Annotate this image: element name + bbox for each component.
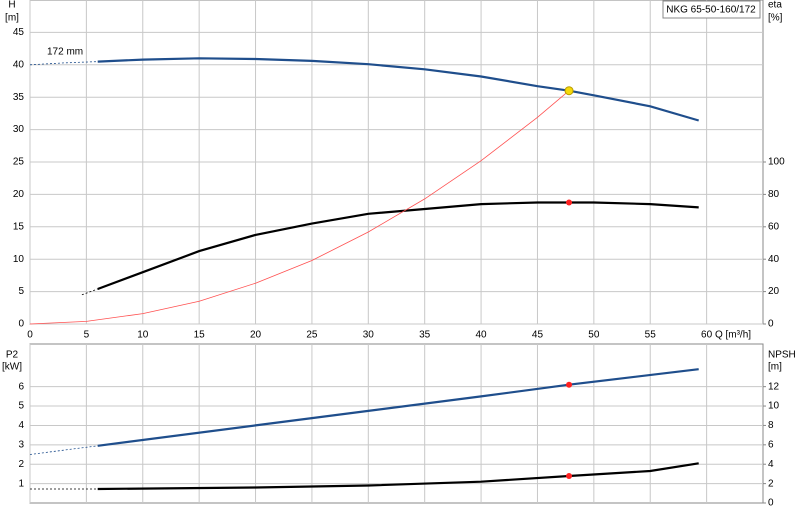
y-tick-label: 35 <box>13 92 25 103</box>
x-tick-label: 5 <box>84 330 90 341</box>
y2-tick-label: 100 <box>768 157 785 168</box>
y2-axis-label: NPSH <box>768 350 796 361</box>
curve <box>97 368 699 447</box>
y-tick-label: 10 <box>13 254 25 265</box>
curve <box>97 57 700 122</box>
operating-point <box>566 473 573 480</box>
x-tick-label: 60 <box>701 330 713 341</box>
y2-axis-unit: [m] <box>768 362 782 373</box>
y2-tick-label: 8 <box>768 420 774 431</box>
y-tick-label: 0 <box>18 319 24 330</box>
y-axis-label: H <box>8 0 15 11</box>
y2-tick-label: 4 <box>768 459 774 470</box>
y-tick-label: 4 <box>18 420 24 431</box>
y-tick-label: 40 <box>13 59 25 70</box>
operating-point <box>566 199 573 206</box>
y-tick-label: 6 <box>18 381 24 392</box>
annotation: 172 mm <box>47 47 83 58</box>
curve <box>97 201 699 291</box>
curve <box>81 288 98 296</box>
y2-tick-label: 0 <box>768 319 774 330</box>
y-tick-label: 25 <box>13 157 25 168</box>
chart-title: NKG 65-50-160/172 <box>666 5 756 16</box>
x-tick-label: 15 <box>194 330 206 341</box>
y-tick-label: 45 <box>13 27 25 38</box>
y2-tick-label: 6 <box>768 439 774 450</box>
x-tick-label: 25 <box>306 330 318 341</box>
x-tick-label: 30 <box>363 330 375 341</box>
curve <box>29 61 98 66</box>
y2-tick-label: 10 <box>768 401 780 412</box>
y2-tick-label: 20 <box>768 286 780 297</box>
plot-frame <box>29 343 764 504</box>
y2-tick-label: 40 <box>768 254 780 265</box>
y-tick-label: 15 <box>13 221 25 232</box>
y2-axis-label: eta <box>768 0 782 11</box>
operating-point <box>566 381 573 388</box>
y-tick-label: 30 <box>13 124 25 135</box>
y-tick-label: 5 <box>18 401 24 412</box>
x-tick-label: 35 <box>419 330 431 341</box>
y2-axis-unit: [%] <box>768 13 783 24</box>
y2-tick-label: 12 <box>768 381 780 392</box>
y-tick-label: 5 <box>18 286 24 297</box>
x-tick-label: 20 <box>250 330 262 341</box>
x-tick-label: 10 <box>137 330 149 341</box>
title-box <box>662 0 761 19</box>
curve <box>97 462 699 491</box>
x-tick-label: 40 <box>476 330 488 341</box>
y2-tick-label: 60 <box>768 221 780 232</box>
y2-tick-label: 80 <box>768 189 780 200</box>
x-axis-label: Q [m³/h] <box>715 330 751 341</box>
y-tick-label: 1 <box>18 478 24 489</box>
y-tick-label: 3 <box>18 439 24 450</box>
y2-tick-label: 2 <box>768 478 774 489</box>
x-tick-label: 0 <box>27 330 33 341</box>
x-tick-label: 50 <box>588 330 600 341</box>
curve <box>29 445 98 455</box>
y2-tick-label: 0 <box>768 498 774 509</box>
y-axis-unit: [m] <box>5 13 19 24</box>
y-tick-label: 2 <box>18 459 24 470</box>
y-axis-unit: [kW] <box>2 362 22 373</box>
y-tick-label: 20 <box>13 189 25 200</box>
x-tick-label: 55 <box>645 330 657 341</box>
operating-point <box>564 86 574 96</box>
y-axis-label: P2 <box>6 350 19 361</box>
x-tick-label: 45 <box>532 330 544 341</box>
curve <box>29 90 570 325</box>
